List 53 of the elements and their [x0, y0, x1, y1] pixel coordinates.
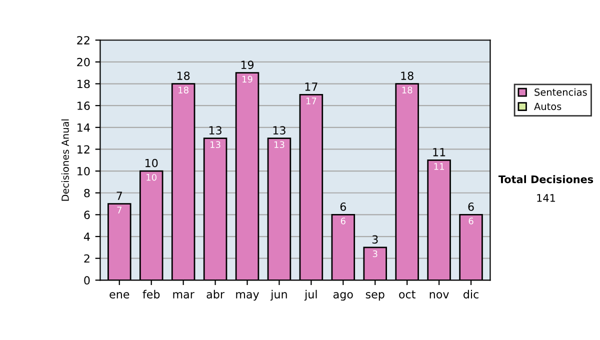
x-tick-label: dic — [464, 290, 478, 298]
y-tick-label: 2 — [84, 254, 90, 263]
total-label: 6 — [468, 202, 474, 211]
legend-label: Sentencias — [534, 88, 587, 96]
x-tick-label: mar — [173, 292, 194, 298]
x-tick-label: nov — [430, 292, 449, 298]
y-tick-label: 16 — [78, 102, 90, 110]
x-tick-label: feb — [142, 290, 160, 298]
data-label: 10 — [146, 174, 156, 181]
total-label: 3 — [372, 235, 378, 244]
total-label: 7 — [116, 192, 122, 200]
data-label: 6 — [340, 218, 346, 224]
total-label: 10 — [146, 158, 158, 168]
data-label: 18 — [178, 86, 188, 94]
y-tick-label: 4 — [84, 232, 90, 241]
data-label: 13 — [210, 141, 220, 148]
data-label: 18 — [402, 86, 412, 94]
y-tick-label: 22 — [77, 36, 90, 44]
total-label: 6 — [340, 202, 346, 211]
x-tick-label: jul — [304, 290, 317, 301]
x-tick-label: may — [236, 292, 260, 301]
total-label: 17 — [305, 82, 318, 91]
y-tick-label: 8 — [84, 188, 90, 198]
text: Total Decisiones — [498, 175, 594, 184]
data-label: 19 — [242, 76, 252, 83]
y-tick-label: 6 — [84, 210, 90, 220]
y-axis-title: Decisiones Anual — [61, 119, 69, 201]
data-label: 3 — [372, 250, 378, 258]
data-label: 13 — [274, 141, 284, 148]
x-tick-label: oct — [399, 290, 416, 298]
data-label: 17 — [306, 98, 316, 104]
x-tick-label: ago — [333, 292, 353, 301]
y-tick-label: 18 — [78, 80, 90, 88]
data-label: 7 — [117, 206, 122, 214]
total-label: 13 — [273, 126, 286, 135]
data-label: 6 — [468, 218, 474, 224]
total-label: 18 — [401, 72, 414, 80]
total-label: 13 — [209, 126, 222, 135]
y-tick-label: 12 — [78, 145, 90, 154]
text: 141 — [537, 194, 555, 202]
data-label: 11 — [434, 163, 444, 170]
total-label: 18 — [177, 72, 190, 80]
total-label: 11 — [433, 148, 446, 156]
legend-label: Autos — [534, 102, 562, 110]
x-tick-label: jun — [270, 290, 287, 301]
y-tick-label: 0 — [84, 276, 90, 285]
y-tick-label: 14 — [78, 124, 90, 132]
y-tick-label: 10 — [78, 167, 90, 176]
x-tick-label: abr — [206, 290, 224, 298]
y-tick-label: 20 — [77, 58, 90, 66]
x-tick-label: ene — [110, 292, 130, 298]
x-tick-label: sep — [366, 292, 384, 301]
total-label: 19 — [241, 60, 254, 70]
